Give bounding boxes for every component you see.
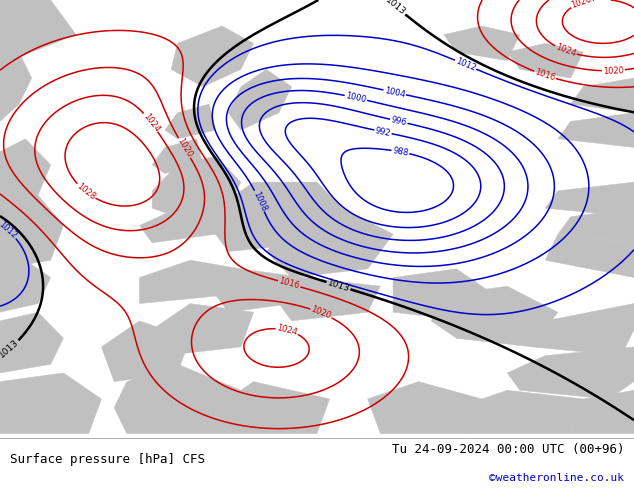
Polygon shape: [139, 260, 241, 304]
Polygon shape: [545, 234, 634, 277]
Polygon shape: [507, 347, 634, 399]
Polygon shape: [558, 113, 634, 147]
Polygon shape: [0, 52, 32, 122]
Text: 1028: 1028: [75, 181, 97, 202]
Text: 1013: 1013: [326, 278, 351, 294]
Polygon shape: [507, 44, 583, 78]
Polygon shape: [571, 390, 634, 434]
Polygon shape: [266, 208, 393, 277]
Polygon shape: [165, 104, 216, 139]
Polygon shape: [444, 26, 520, 61]
Polygon shape: [228, 70, 292, 130]
Text: 1012: 1012: [0, 220, 18, 241]
Text: 1013: 1013: [0, 338, 21, 360]
Text: 1016: 1016: [534, 68, 557, 83]
Text: 1013: 1013: [384, 0, 408, 17]
Text: 1024: 1024: [554, 43, 577, 59]
Text: 1020: 1020: [603, 66, 624, 75]
Polygon shape: [171, 26, 254, 87]
Text: 988: 988: [392, 146, 409, 158]
Polygon shape: [0, 312, 63, 373]
Text: 992: 992: [374, 126, 392, 138]
Text: 1024: 1024: [276, 323, 298, 337]
Polygon shape: [279, 277, 380, 321]
Text: ©weatheronline.co.uk: ©weatheronline.co.uk: [489, 472, 624, 483]
Polygon shape: [0, 373, 101, 434]
Text: 1028: 1028: [570, 0, 593, 10]
Text: 996: 996: [390, 115, 408, 127]
Polygon shape: [139, 208, 228, 243]
Polygon shape: [533, 304, 634, 356]
Polygon shape: [558, 208, 634, 243]
Polygon shape: [368, 382, 482, 434]
Text: 1008: 1008: [251, 190, 268, 213]
Polygon shape: [571, 78, 634, 113]
Text: 1020: 1020: [175, 137, 193, 159]
Text: 1012: 1012: [454, 56, 477, 73]
Polygon shape: [0, 260, 51, 312]
Text: 1004: 1004: [384, 86, 406, 99]
Polygon shape: [393, 269, 495, 321]
Polygon shape: [0, 195, 63, 269]
Text: 1000: 1000: [345, 91, 367, 104]
Text: Surface pressure [hPa] CFS: Surface pressure [hPa] CFS: [10, 452, 205, 466]
Text: 1020: 1020: [309, 305, 332, 321]
Polygon shape: [101, 321, 190, 382]
Polygon shape: [216, 182, 342, 251]
Polygon shape: [152, 139, 203, 173]
Polygon shape: [152, 156, 241, 217]
Text: 1024: 1024: [141, 111, 161, 133]
Polygon shape: [0, 139, 51, 208]
Polygon shape: [0, 0, 76, 65]
Polygon shape: [456, 390, 583, 434]
Polygon shape: [114, 364, 241, 434]
Polygon shape: [152, 304, 254, 356]
Text: 1016: 1016: [278, 277, 301, 291]
Polygon shape: [216, 269, 304, 312]
Polygon shape: [545, 182, 634, 217]
Polygon shape: [431, 286, 558, 347]
Text: Tu 24-09-2024 00:00 UTC (00+96): Tu 24-09-2024 00:00 UTC (00+96): [392, 443, 624, 456]
Polygon shape: [228, 382, 330, 434]
